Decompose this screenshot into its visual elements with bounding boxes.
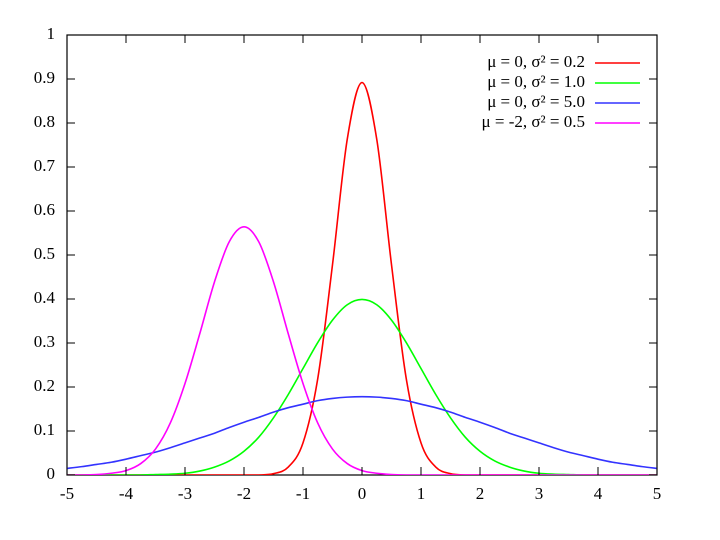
x-tick-label: 4	[594, 484, 603, 503]
y-tick-label: 0.2	[34, 376, 55, 395]
x-tick-label: 1	[417, 484, 426, 503]
data-line	[67, 395, 657, 470]
x-tick-label: 2	[476, 484, 485, 503]
x-tick-label: -2	[237, 484, 251, 503]
data-line	[67, 81, 657, 475]
y-tick-label: 0.8	[34, 112, 55, 131]
plot-area	[67, 81, 657, 475]
x-tick-label: 3	[535, 484, 544, 503]
y-tick-label: 0.6	[34, 200, 55, 219]
y-tick-label: 0.4	[34, 288, 56, 307]
legend-label: μ = -2, σ² = 0.5	[482, 112, 585, 131]
x-tick-label: -4	[119, 484, 134, 503]
y-tick-label: 1	[47, 24, 56, 43]
x-tick-label: -1	[296, 484, 310, 503]
x-tick-label: 5	[653, 484, 662, 503]
y-tick-label: 0.1	[34, 420, 55, 439]
x-tick-label: -3	[178, 484, 192, 503]
y-tick-label: 0.5	[34, 244, 55, 263]
y-tick-label: 0.9	[34, 68, 55, 87]
y-tick-label: 0	[47, 464, 56, 483]
y-tick-label: 0.7	[34, 156, 56, 175]
y-tick-label: 0.3	[34, 332, 55, 351]
x-tick-label: 0	[358, 484, 367, 503]
data-line	[67, 226, 657, 475]
x-tick-label: -5	[60, 484, 74, 503]
legend-label: μ = 0, σ² = 0.2	[487, 52, 585, 71]
legend-label: μ = 0, σ² = 5.0	[487, 92, 585, 111]
legend-label: μ = 0, σ² = 1.0	[487, 72, 585, 91]
